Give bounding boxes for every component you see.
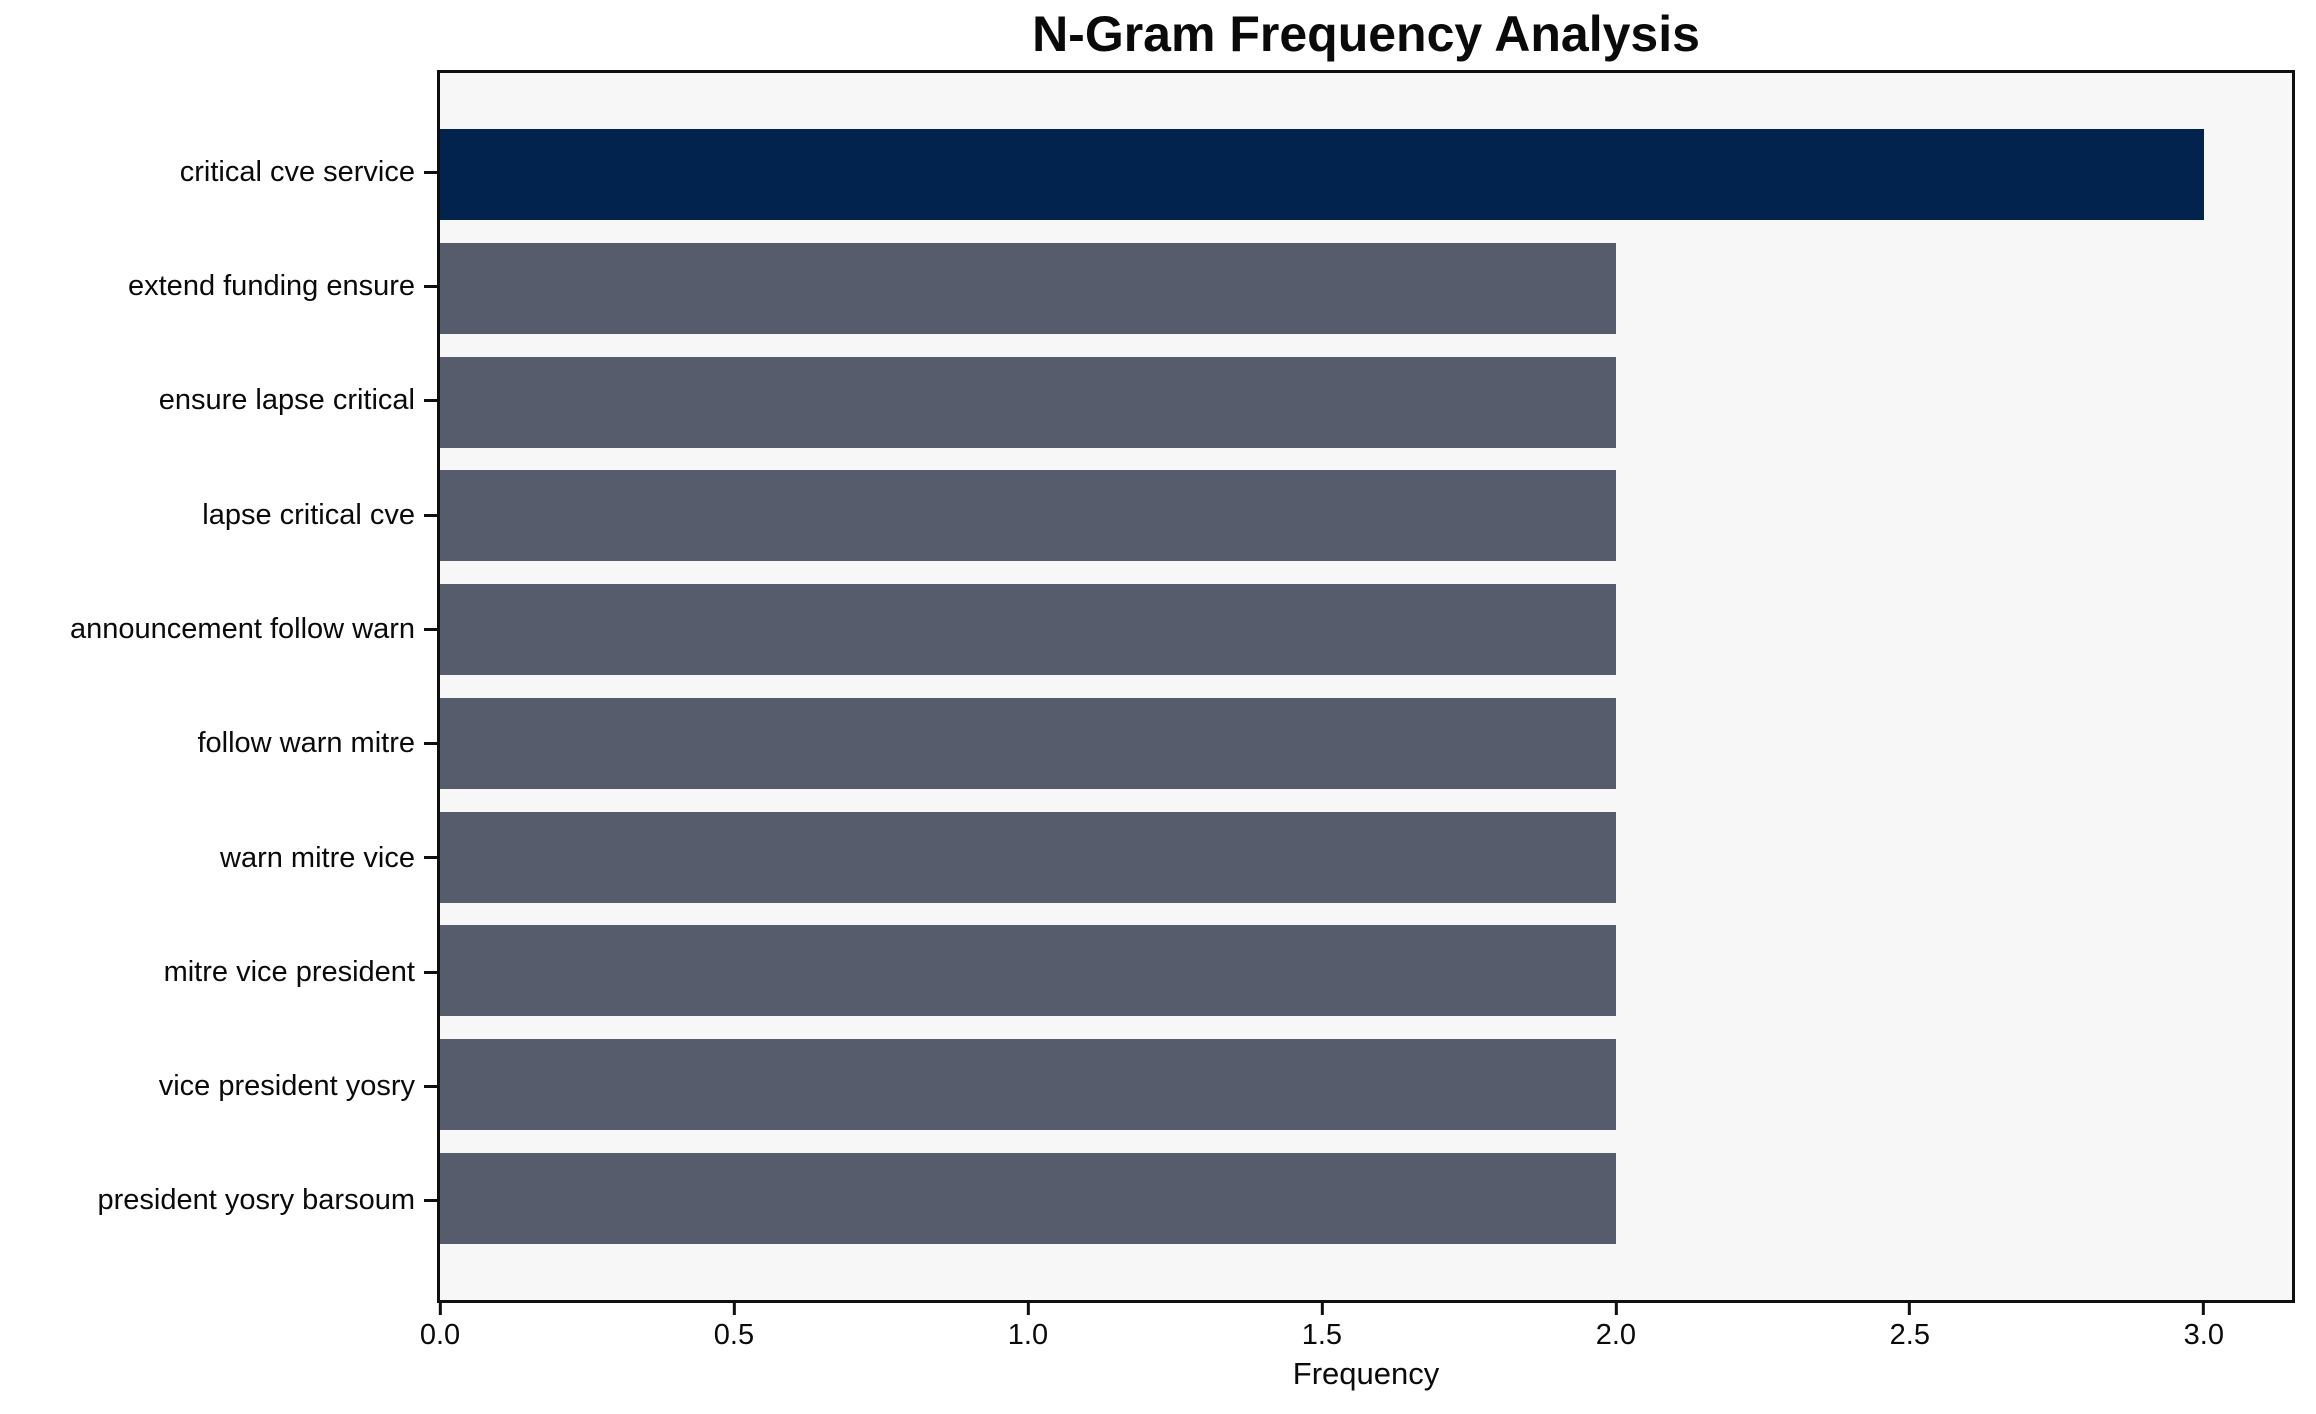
bar-8 bbox=[440, 1038, 1616, 1130]
bar-row bbox=[440, 232, 2292, 346]
y-tick-mark bbox=[424, 742, 437, 746]
x-tick-mark bbox=[438, 1303, 442, 1315]
bar-1 bbox=[440, 243, 1616, 335]
y-tick-label: announcement follow warn bbox=[70, 612, 415, 645]
y-tick-label: ensure lapse critical bbox=[158, 384, 415, 417]
x-tick-label: 1.5 bbox=[1301, 1319, 1343, 1351]
x-tick: 3.0 bbox=[2184, 1303, 2224, 1350]
y-tick: follow warn mitre bbox=[0, 686, 437, 800]
y-tick-mark bbox=[424, 627, 437, 631]
y-tick: announcement follow warn bbox=[0, 572, 437, 686]
bar-2 bbox=[440, 356, 1616, 448]
y-tick: president yosry barsoum bbox=[0, 1144, 437, 1258]
x-tick-label: 2.5 bbox=[1889, 1319, 1930, 1351]
x-tick-mark bbox=[1320, 1303, 1324, 1315]
x-tick-mark bbox=[732, 1303, 736, 1315]
y-tick: vice president yosry bbox=[0, 1029, 437, 1143]
x-tick: 1.0 bbox=[1008, 1303, 1048, 1350]
bar-row bbox=[440, 459, 2292, 573]
bar-5 bbox=[440, 697, 1616, 789]
y-tick-label: president yosry barsoum bbox=[97, 1184, 415, 1217]
x-tick-mark bbox=[2202, 1303, 2206, 1315]
y-tick-mark bbox=[424, 1199, 437, 1203]
x-tick-label: 1.0 bbox=[1007, 1319, 1049, 1351]
x-tick: 0.0 bbox=[420, 1303, 460, 1350]
y-tick: lapse critical cve bbox=[0, 458, 437, 572]
y-tick: warn mitre vice bbox=[0, 801, 437, 915]
x-tick-label: 2.0 bbox=[1595, 1319, 1637, 1351]
x-tick-mark bbox=[1026, 1303, 1030, 1315]
chart-title: N-Gram Frequency Analysis bbox=[1032, 6, 1700, 62]
y-tick-label: mitre vice president bbox=[163, 955, 415, 988]
bar-row bbox=[440, 1028, 2292, 1142]
y-tick: ensure lapse critical bbox=[0, 344, 437, 458]
y-tick-label: follow warn mitre bbox=[197, 727, 415, 760]
y-axis-labels: critical cve service extend funding ensur… bbox=[0, 70, 437, 1303]
y-tick-label: critical cve service bbox=[179, 155, 415, 188]
plot-area bbox=[437, 70, 2295, 1303]
y-tick-mark bbox=[424, 284, 437, 288]
bar-7 bbox=[440, 925, 1616, 1017]
y-tick-mark bbox=[424, 399, 437, 403]
bar-row bbox=[440, 687, 2292, 801]
bar-row bbox=[440, 1141, 2292, 1255]
x-tick-label: 3.0 bbox=[2183, 1319, 2224, 1351]
x-tick-label: 0.0 bbox=[419, 1319, 461, 1351]
bar-row bbox=[440, 118, 2292, 232]
bar-3 bbox=[440, 470, 1616, 562]
x-tick: 2.0 bbox=[1596, 1303, 1636, 1350]
y-tick-label: extend funding ensure bbox=[128, 270, 415, 303]
x-tick: 1.5 bbox=[1302, 1303, 1342, 1350]
y-tick-label: vice president yosry bbox=[158, 1070, 415, 1103]
x-tick: 2.5 bbox=[1890, 1303, 1930, 1350]
y-tick: critical cve service bbox=[0, 115, 437, 229]
y-tick-mark bbox=[424, 170, 437, 174]
bar-6 bbox=[440, 811, 1616, 903]
bar-row bbox=[440, 345, 2292, 459]
bar-row bbox=[440, 800, 2292, 914]
y-tick-label: lapse critical cve bbox=[202, 498, 415, 531]
y-tick-mark bbox=[424, 970, 437, 974]
y-tick-mark bbox=[424, 513, 437, 517]
bar-row bbox=[440, 914, 2292, 1028]
y-tick: extend funding ensure bbox=[0, 229, 437, 343]
bar-4 bbox=[440, 584, 1616, 676]
x-tick-mark bbox=[1614, 1303, 1618, 1315]
x-axis-label: Frequency bbox=[1292, 1356, 1440, 1391]
y-tick-label: warn mitre vice bbox=[220, 841, 415, 874]
x-tick: 0.5 bbox=[714, 1303, 754, 1350]
bars-container bbox=[440, 73, 2292, 1300]
bar-row bbox=[440, 573, 2292, 687]
x-tick-label: 0.5 bbox=[713, 1319, 755, 1351]
bar-9 bbox=[440, 1152, 1616, 1244]
bar-0 bbox=[440, 129, 2204, 221]
y-tick: mitre vice president bbox=[0, 915, 437, 1029]
y-tick-mark bbox=[424, 1085, 437, 1089]
y-tick-mark bbox=[424, 856, 437, 860]
x-tick-mark bbox=[1908, 1303, 1912, 1315]
